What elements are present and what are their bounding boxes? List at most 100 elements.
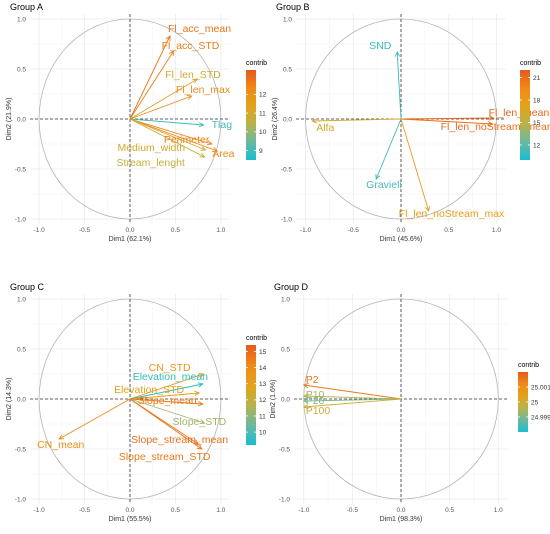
arrow-line	[129, 50, 175, 120]
arrow-head	[169, 50, 175, 57]
variable-label: SND	[369, 40, 392, 52]
panel-group-a: Group A -1.0 -0.5 0.0 0.5 1.0 -1.0 -0.5 0.0 0.5 1.…	[6, 2, 267, 243]
x-tick-label: -0.5	[347, 507, 359, 514]
arrow-line	[129, 392, 200, 400]
x-tick-label: 0.0	[125, 227, 134, 234]
legend-tick-label: 15	[259, 349, 267, 356]
variable-label: Fl_acc_STD	[162, 40, 220, 52]
legend-colorbar	[518, 372, 528, 432]
arrow-line	[129, 95, 192, 120]
arrow-line	[400, 117, 494, 120]
legend-tick-label: 14	[259, 365, 267, 372]
arrow-head	[302, 398, 309, 404]
y-axis-label: Dim2 (21.9%)	[6, 98, 13, 141]
x-tick-label: 0.0	[125, 507, 134, 514]
y-tick-label: 0.5	[283, 67, 292, 74]
arrow-line	[129, 118, 212, 145]
variable-label: Fl_acc_mean	[168, 23, 231, 35]
panel-group-d: Group D -1.0 -0.5 0.0 0.5 1.0 -1.0 -0.5 0.0 0.5 1.…	[270, 282, 550, 523]
legend-tick-label: 9	[259, 148, 263, 155]
y-tick-label: 0.0	[17, 397, 26, 404]
arrow-head	[198, 122, 205, 128]
legend-colorbar	[246, 70, 256, 160]
variable-label: Medium_width	[117, 142, 185, 154]
variable-label: Fl_len_STD	[165, 69, 221, 81]
y-axis-label: Dim2 (1.6%)	[270, 380, 277, 419]
y-tick-label: -1.0	[281, 217, 293, 224]
variable-arrows	[311, 50, 495, 212]
x-tick-label: 1.0	[492, 227, 501, 234]
y-tick-label: -0.5	[281, 167, 293, 174]
x-tick-label: 1.0	[216, 507, 225, 514]
variable-arrows	[129, 35, 219, 158]
arrow-line	[400, 118, 430, 212]
arrow-line	[129, 118, 206, 151]
arrow-head	[165, 35, 171, 42]
legend-tick-label: 24.999	[531, 414, 550, 421]
legend-tick-label: 12	[259, 92, 267, 99]
arrow-head	[192, 78, 199, 84]
variable-label: Area	[212, 148, 234, 160]
variable-label: Elevation_mean	[133, 371, 208, 383]
arrow-line	[58, 398, 131, 440]
arrow-head	[197, 382, 204, 388]
arrow-head	[197, 401, 204, 407]
legend-tick-label: 12	[259, 397, 267, 404]
arrow-line	[129, 35, 171, 120]
legend-title: contrib	[246, 335, 267, 342]
variable-label: CN_STD	[149, 362, 191, 374]
y-tick-label: 1.0	[17, 297, 26, 304]
variable-label: Elevation_STD	[114, 384, 184, 396]
arrow-head	[196, 444, 203, 450]
legend-title: contrib	[520, 60, 541, 67]
variable-label: P2	[306, 374, 319, 386]
y-tick-label: -0.5	[15, 167, 27, 174]
y-tick-label: 0.0	[281, 397, 290, 404]
variable-label: P10	[306, 389, 325, 401]
arrow-line	[303, 398, 402, 402]
arrow-head	[198, 372, 205, 378]
y-tick-label: 0.5	[281, 347, 290, 354]
legend-contrib: contrib 9 10 11 12	[246, 60, 267, 160]
x-tick-label: 1.0	[216, 227, 225, 234]
y-tick-label: -1.0	[15, 217, 27, 224]
variable-arrows	[58, 372, 206, 450]
arrow-head	[488, 115, 495, 121]
legend-contrib: contrib 10 11 12 13 14 15	[246, 335, 267, 445]
x-tick-label: -0.5	[79, 227, 91, 234]
arrow-line	[375, 118, 402, 180]
variable-label: Slope_mean	[138, 395, 197, 407]
legend-tick-label: 25	[531, 399, 539, 406]
variable-label: Gravieli	[366, 179, 402, 191]
arrow-head	[194, 390, 201, 396]
arrow-head	[424, 205, 430, 212]
x-tick-label: 1.0	[494, 507, 503, 514]
legend-tick-label: 12	[533, 142, 541, 149]
variable-label: Tlag	[212, 119, 233, 131]
arrow-line	[129, 118, 205, 158]
arrow-head	[302, 383, 309, 389]
x-tick-label: 0.5	[171, 227, 180, 234]
y-tick-label: 1.0	[283, 17, 292, 24]
variable-label: Slope_stream_mean	[131, 434, 228, 446]
panel-title: Group A	[10, 2, 43, 12]
legend-tick-label: 11	[259, 110, 266, 117]
arrow-head	[487, 121, 494, 127]
x-axis-label: Dim1 (55.5%)	[109, 516, 152, 523]
x-tick-label: -1.0	[33, 507, 45, 514]
legend-tick-label: 18	[533, 97, 541, 104]
arrow-head	[199, 419, 206, 425]
y-tick-label: 0.5	[17, 347, 26, 354]
variable-label: Slope_STD	[173, 416, 227, 428]
legend-tick-label: 21	[533, 75, 541, 82]
arrow-head	[394, 50, 401, 57]
arrow-line	[129, 118, 204, 126]
y-tick-label: -1.0	[279, 497, 291, 504]
y-tick-label: 0.0	[17, 117, 26, 124]
y-tick-label: -1.0	[15, 497, 27, 504]
panel-group-c: Group C -1.0 -0.5 0.0 0.5 1.0 -1.0 -0.5 0.0 0.5 1.…	[6, 282, 267, 523]
